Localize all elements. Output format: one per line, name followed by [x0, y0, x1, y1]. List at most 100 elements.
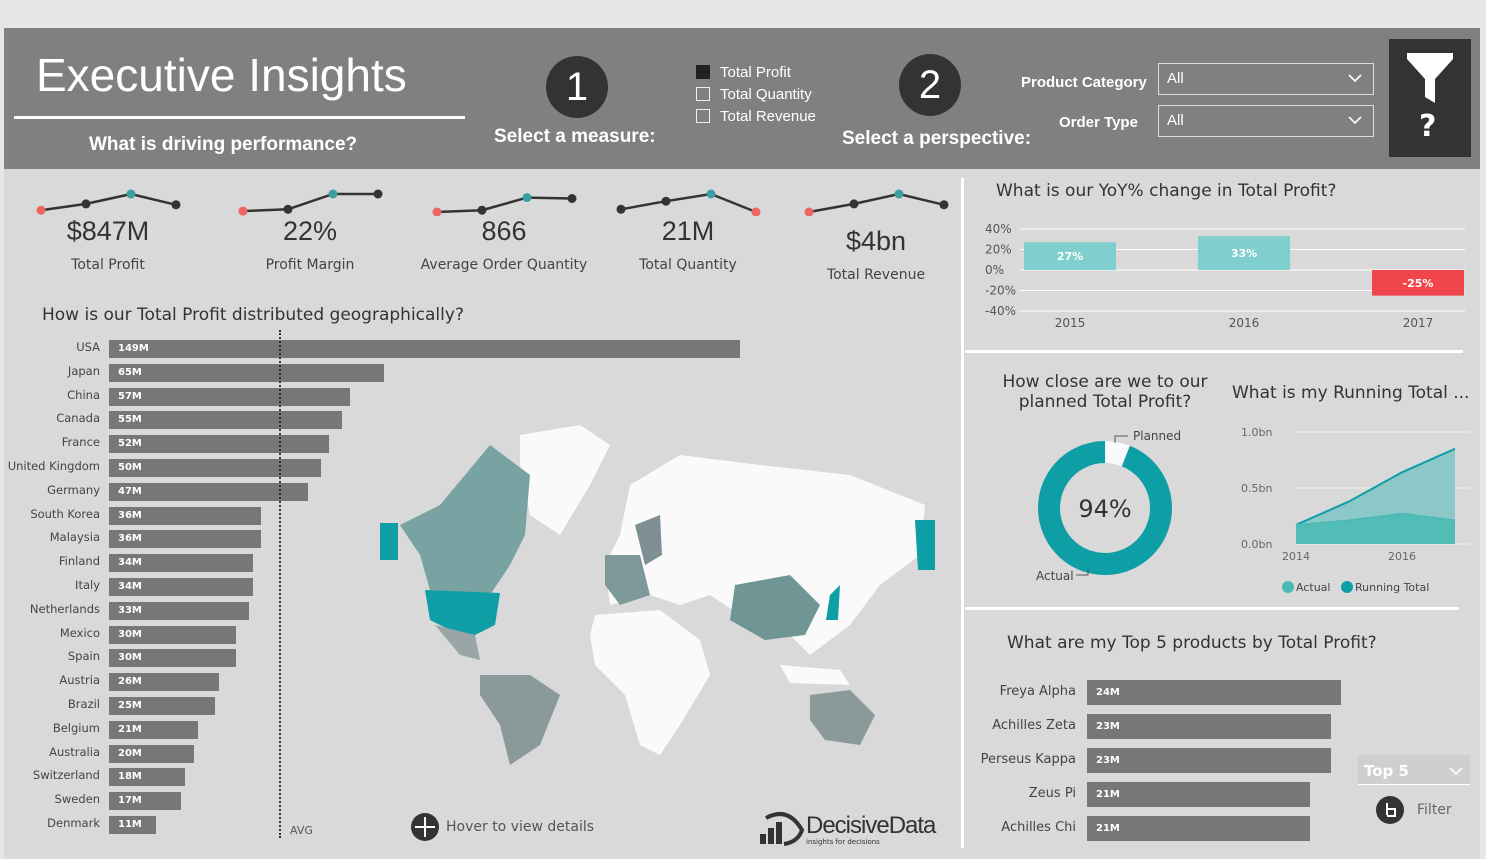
- bar-label: 23M: [1096, 755, 1120, 766]
- sparkline-point: [373, 189, 383, 199]
- kpi-card[interactable]: $4bn Total Revenue: [786, 186, 966, 283]
- yoy-bar: [1372, 270, 1464, 296]
- hover-hint-text: Hover to view details: [446, 819, 595, 835]
- kpi-card[interactable]: 866 Average Order Quantity: [414, 186, 594, 273]
- product-label: Achilles Zeta: [992, 718, 1076, 733]
- country-bar[interactable]: 30M: [109, 625, 237, 644]
- sparkline-point: [477, 205, 487, 215]
- running-total-chart[interactable]: 1.0bn 0.5bn 0.0bn 2014 2016 Actual Running Tot…: [1235, 420, 1470, 605]
- area-actual: [1296, 513, 1455, 544]
- measure-option[interactable]: Total Revenue: [696, 105, 816, 127]
- sparkline: [616, 189, 761, 216]
- bar-label: -25%: [1403, 277, 1434, 290]
- checkbox[interactable]: [696, 65, 710, 79]
- product-bar[interactable]: 24M: [1087, 680, 1342, 705]
- kpi-value: $847M: [66, 216, 150, 246]
- topn-dropdown[interactable]: Top 5: [1358, 755, 1470, 785]
- yoy-bar: [1024, 242, 1116, 270]
- y-tick: 20%: [985, 243, 1012, 257]
- bar-label: 24M: [1096, 687, 1120, 698]
- country-bar[interactable]: 57M: [109, 387, 351, 406]
- country-label: Japan: [67, 363, 100, 378]
- country-bar[interactable]: 33M: [109, 601, 249, 620]
- europe-asia: [605, 455, 925, 655]
- kpi-label: Profit Margin: [265, 257, 355, 273]
- header-band: [4, 28, 1480, 169]
- product-bar[interactable]: 23M: [1087, 714, 1331, 739]
- country-label: Switzerland: [32, 768, 100, 783]
- checkbox[interactable]: [696, 109, 710, 123]
- country-bar[interactable]: 21M: [109, 720, 198, 739]
- country-label: Italy: [75, 578, 100, 592]
- dropdown-value: All: [1167, 70, 1184, 87]
- chevron-down-icon: [1347, 70, 1363, 90]
- product-label: Freya Alpha: [999, 684, 1076, 699]
- country-bar[interactable]: 25M: [109, 697, 215, 715]
- country-bar[interactable]: 17M: [109, 792, 181, 811]
- country-label: Sweden: [54, 792, 100, 807]
- sparkline-point: [939, 200, 949, 210]
- kpi-card[interactable]: 22% Profit Margin: [220, 186, 400, 273]
- country-bar[interactable]: 30M: [109, 649, 237, 668]
- canada: [400, 445, 530, 595]
- measure-option[interactable]: Total Profit: [696, 61, 816, 83]
- country-label: USA: [76, 340, 100, 354]
- kpi-value: 866: [481, 216, 527, 246]
- measure-option[interactable]: Total Quantity: [696, 83, 816, 105]
- plan-donut[interactable]: 94% Planned Actual: [1030, 425, 1215, 590]
- measure-label: Total Profit: [720, 63, 791, 81]
- plan-title: How close are we to our planned Total Pr…: [1002, 372, 1208, 412]
- order-type-label: Order Type: [1059, 114, 1138, 131]
- country-label: Malaysia: [49, 530, 100, 545]
- sparkline: [36, 189, 181, 215]
- center-label: 94%: [1078, 495, 1131, 523]
- filter-help-button[interactable]: ?: [1389, 39, 1471, 157]
- country-bar[interactable]: 55M: [109, 411, 342, 430]
- product-bar[interactable]: 21M: [1087, 816, 1310, 841]
- yoy-chart[interactable]: 40% 20% 0% -20% -40% 27% 2015 33% 2016 -25% 2017: [975, 215, 1465, 340]
- x-tick: 2016: [1388, 550, 1416, 563]
- product-bar[interactable]: 21M: [1087, 782, 1310, 807]
- logo-icon: [760, 812, 805, 846]
- world-map[interactable]: [380, 425, 935, 765]
- country-bar[interactable]: 50M: [109, 459, 321, 477]
- country-label: China: [67, 387, 100, 402]
- country-label: Belgium: [52, 720, 100, 735]
- sparkline: [804, 189, 949, 216]
- product-label: Perseus Kappa: [980, 752, 1076, 767]
- country-bar[interactable]: 52M: [109, 435, 330, 454]
- product-bar[interactable]: 23M: [1087, 748, 1331, 773]
- country-bar[interactable]: 47M: [109, 482, 309, 501]
- avg-line: [279, 330, 281, 838]
- line-running-total: [1295, 447, 1456, 526]
- checkbox[interactable]: [696, 87, 710, 101]
- sparkline-point: [567, 194, 577, 203]
- kpi-card[interactable]: $847M Total Profit: [18, 186, 198, 273]
- country-bar[interactable]: 65M: [109, 363, 385, 382]
- country-bar[interactable]: 34M: [109, 578, 253, 596]
- country-label: Canada: [56, 411, 100, 426]
- country-bar[interactable]: 20M: [109, 744, 194, 763]
- sparkline-point: [616, 204, 626, 214]
- country-bar[interactable]: 34M: [109, 554, 253, 573]
- product-category-dropdown[interactable]: All: [1158, 63, 1374, 95]
- move-icon: [411, 813, 439, 841]
- kpi-card[interactable]: 21M Total Quantity: [598, 186, 778, 273]
- country-bar[interactable]: 36M: [109, 506, 262, 525]
- country-bar[interactable]: 18M: [109, 768, 186, 787]
- country-bar[interactable]: 36M: [109, 530, 262, 549]
- country-bar[interactable]: 11M: [109, 816, 156, 834]
- country-bar[interactable]: 26M: [109, 673, 220, 692]
- step-2-label: Select a perspective:: [842, 128, 1032, 149]
- step-1-badge: 1: [546, 56, 608, 118]
- x-tick: 2014: [1282, 550, 1310, 563]
- measure-selector: Total Profit Total Quantity Total Revenue: [696, 61, 816, 127]
- sparkline-point: [522, 193, 532, 203]
- china: [730, 575, 820, 640]
- step-2-badge: 2: [899, 54, 961, 116]
- filter-action[interactable]: Filter: [1375, 795, 1452, 825]
- legend-label: Actual: [1296, 581, 1330, 594]
- kpi-label: Total Quantity: [639, 257, 737, 273]
- order-type-dropdown[interactable]: All: [1158, 105, 1374, 137]
- country-bar[interactable]: 149M: [109, 340, 740, 358]
